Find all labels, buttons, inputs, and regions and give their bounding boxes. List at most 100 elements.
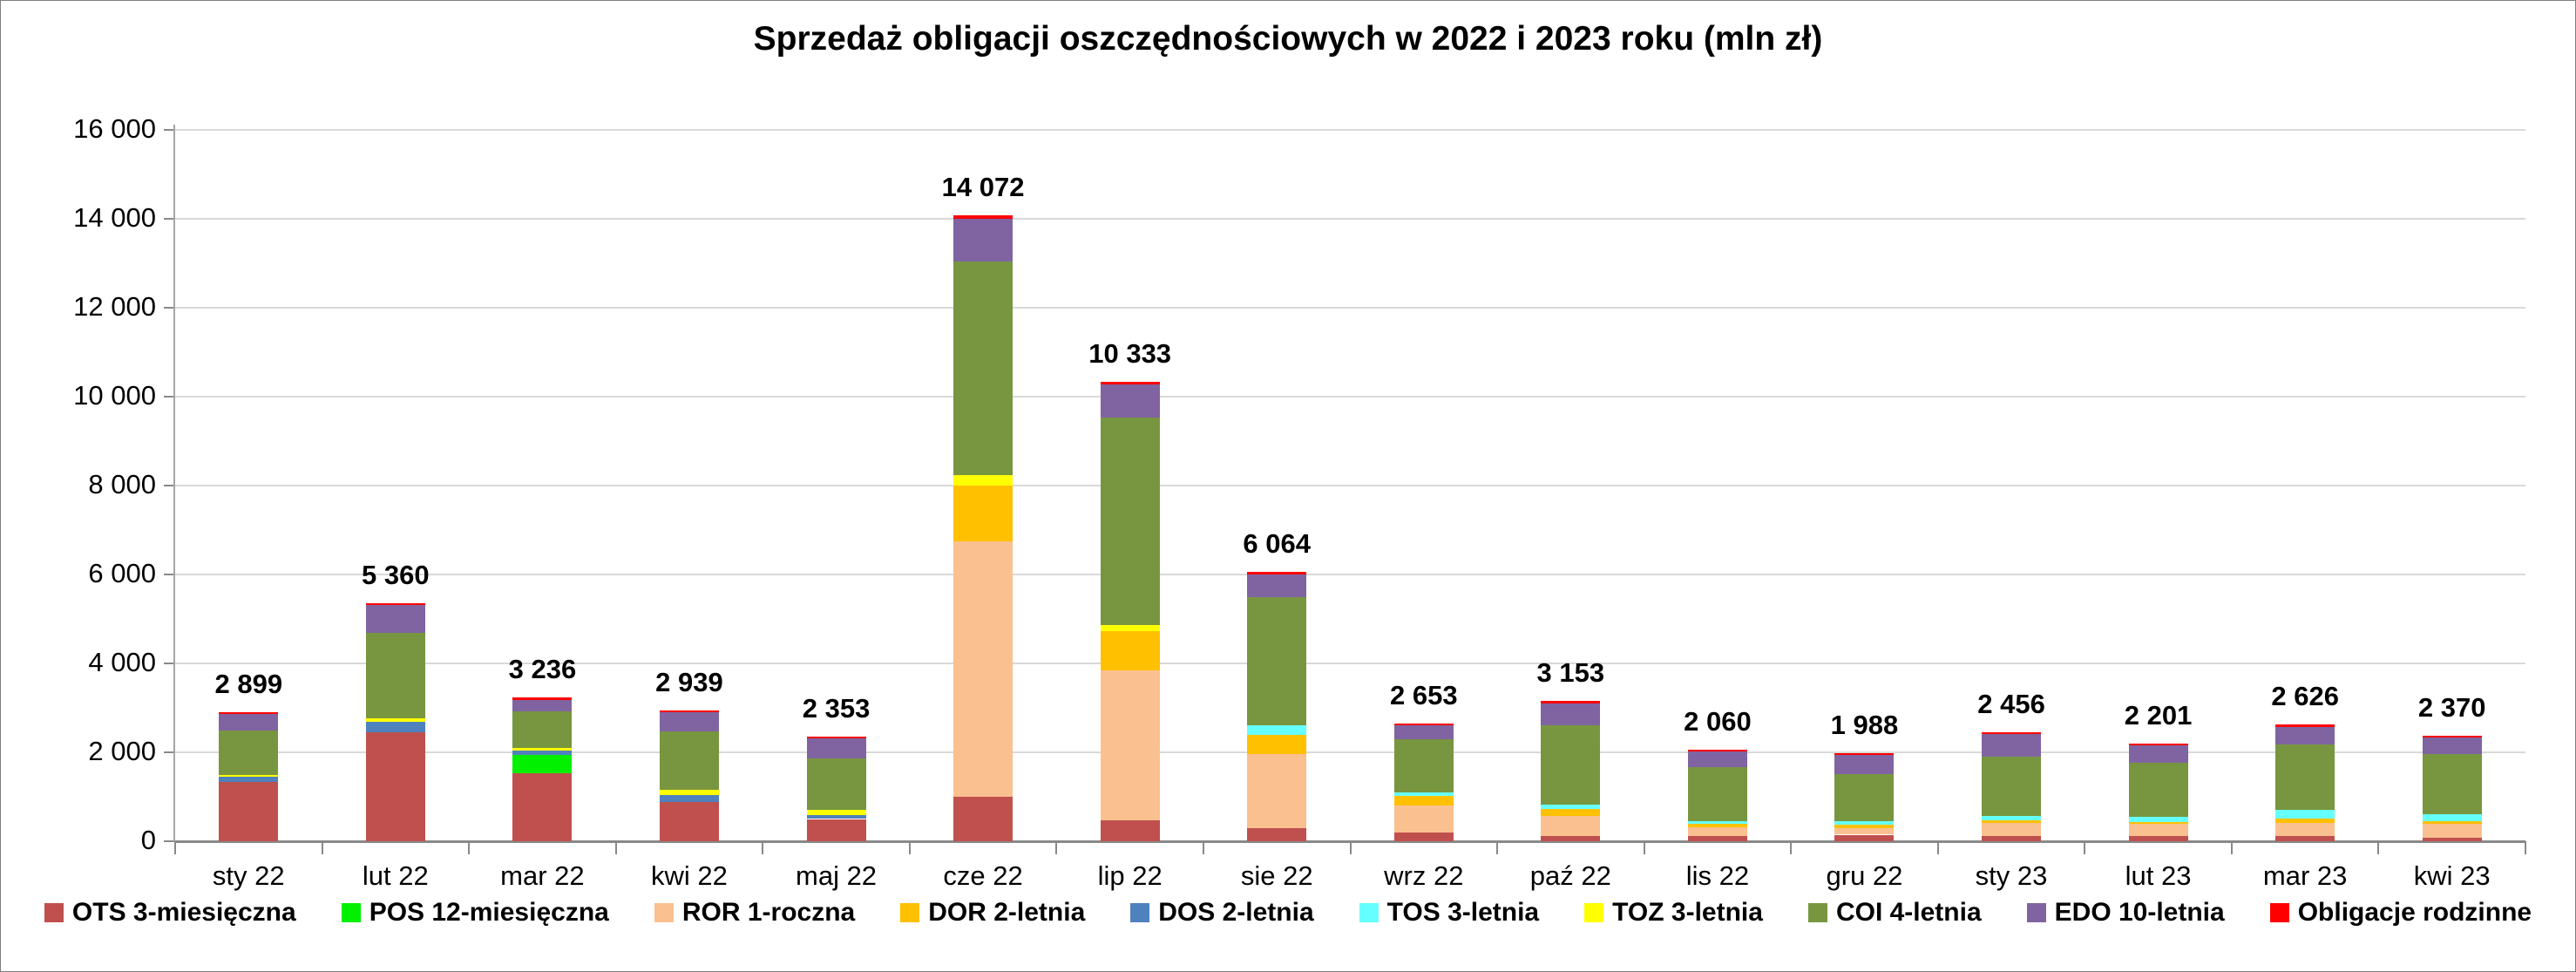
- bar-segment-tos: [1247, 724, 1307, 735]
- bar-segment-edo: [1687, 751, 1747, 767]
- bar-segment-obligacje: [1100, 382, 1160, 385]
- legend-swatch: [1130, 903, 1150, 922]
- legend-label: POS 12-miesięczna: [369, 898, 609, 927]
- bar-total-label: 2 456: [1977, 688, 2045, 719]
- bar-segment-ots: [1541, 835, 1601, 841]
- legend-swatch: [341, 903, 361, 922]
- bar-segment-dor: [953, 486, 1013, 541]
- bar-segment-dos: [659, 795, 719, 802]
- x-axis-tick: [1643, 841, 1645, 854]
- x-axis-tick: [321, 841, 323, 854]
- bar-segment-edo: [219, 714, 279, 731]
- legend-label: OTS 3-miesięczna: [71, 898, 296, 927]
- bar-segment-edo: [659, 712, 719, 731]
- y-axis-tick: [164, 396, 175, 398]
- bar-total-label: 2 939: [655, 667, 723, 698]
- bar-segment-edo: [1541, 703, 1601, 726]
- bar-total-label: 2 201: [2124, 699, 2193, 731]
- bar-segment-edo: [365, 605, 425, 634]
- x-axis-tick: [2084, 841, 2086, 854]
- bar-segment-dor: [1982, 819, 2042, 823]
- bar-segment-coi: [953, 262, 1013, 475]
- x-axis-tick: [1349, 841, 1352, 854]
- bar-segment-ots: [1834, 834, 1895, 841]
- bar-total-label: 5 360: [362, 559, 430, 590]
- y-axis-tick-label: 8 000: [88, 469, 156, 500]
- x-axis-category-label: cze 22: [943, 860, 1023, 891]
- bar-total-label: 2 370: [2417, 692, 2486, 724]
- bar-segment-coi: [1982, 757, 2042, 816]
- bar-segment-dor: [1834, 824, 1895, 828]
- legend-swatch: [2269, 903, 2289, 922]
- bar-segment-edo: [1393, 725, 1454, 740]
- bar-segment-ots: [953, 797, 1013, 841]
- bar-segment-dos: [512, 751, 573, 756]
- bar-segment-ror: [1393, 805, 1454, 833]
- bar-segment-edo: [1982, 734, 2042, 758]
- bar-segment-coi: [1393, 739, 1454, 793]
- legend-label: TOS 3-letnia: [1386, 898, 1540, 927]
- x-axis-category-label: sty 23: [1975, 860, 2048, 891]
- bar-segment-coi: [365, 633, 425, 718]
- bar-total-label: 2 899: [214, 669, 283, 700]
- x-axis-tick: [614, 841, 617, 854]
- y-axis-line: [173, 125, 175, 841]
- bar-segment-tos: [1982, 815, 2042, 820]
- bar-segment-ots: [806, 819, 866, 841]
- bar-segment-ror: [1541, 816, 1601, 836]
- legend-item-5: DOS 2-letnia: [1130, 898, 1314, 928]
- x-axis-category-label: sty 22: [212, 860, 285, 891]
- bar-segment-ots: [2128, 836, 2188, 841]
- legend-label: Obligacje rodzinne: [2297, 898, 2532, 927]
- bar-segment-edo: [2275, 727, 2335, 744]
- bar-segment-dos: [365, 722, 425, 733]
- x-axis-tick: [2377, 841, 2380, 854]
- y-axis-tick-label: 0: [140, 825, 156, 855]
- bar-total-label: 3 153: [1536, 657, 1605, 689]
- legend-label: DOR 2-letnia: [928, 898, 1086, 927]
- bar-segment-coi: [1541, 725, 1601, 805]
- y-axis-tick: [164, 840, 175, 842]
- bar-segment-ots: [1982, 835, 2042, 841]
- bar-segment-coi: [1100, 418, 1160, 626]
- x-axis-category-label: wrz 22: [1384, 860, 1464, 891]
- legend-swatch: [900, 903, 920, 922]
- bar-segment-obligacje: [2128, 743, 2188, 746]
- bar-segment-edo: [1247, 574, 1307, 597]
- legend-label: ROR 1-roczna: [681, 898, 856, 927]
- gridline: [175, 751, 2525, 753]
- x-axis-category-label: mar 22: [500, 860, 585, 891]
- legend-item-7: TOZ 3-letnia: [1584, 898, 1763, 928]
- bar-segment-coi: [806, 758, 866, 811]
- legend-swatch: [44, 903, 64, 922]
- gridline: [175, 663, 2525, 664]
- x-axis-tick: [2230, 841, 2233, 854]
- gridline: [175, 574, 2525, 575]
- bar-segment-obligacje: [2422, 736, 2482, 738]
- bar-segment-dos: [806, 814, 866, 819]
- y-axis-tick: [164, 218, 175, 220]
- bar-segment-dor: [2275, 819, 2335, 823]
- x-axis-tick: [1936, 841, 1939, 854]
- bar-segment-tos: [2128, 817, 2188, 822]
- bar-segment-toz: [659, 789, 719, 796]
- y-axis-tick: [164, 129, 175, 131]
- bar-segment-toz: [365, 717, 425, 723]
- bar-total-label: 6 064: [1243, 527, 1311, 559]
- bar-segment-toz: [806, 810, 866, 815]
- bar-segment-toz: [953, 475, 1013, 486]
- legend-label: COI 4-letnia: [1835, 898, 1982, 927]
- x-axis-category-label: kwi 23: [2413, 860, 2491, 891]
- x-axis-tick: [1790, 841, 1793, 854]
- bar-segment-dor: [2128, 821, 2188, 825]
- bar-segment-tos: [2422, 814, 2482, 822]
- y-axis-tick-label: 4 000: [88, 647, 156, 677]
- y-axis-tick-label: 16 000: [73, 113, 156, 144]
- x-axis-category-label: lip 22: [1097, 860, 1163, 891]
- x-axis-category-label: lut 22: [362, 860, 429, 891]
- bar-total-label: 3 236: [508, 653, 577, 684]
- bar-segment-dor: [1100, 631, 1160, 670]
- bar-total-label: 1 988: [1830, 709, 1899, 740]
- legend-label: EDO 10-letnia: [2054, 898, 2225, 927]
- bar-segment-obligacje: [1687, 749, 1747, 751]
